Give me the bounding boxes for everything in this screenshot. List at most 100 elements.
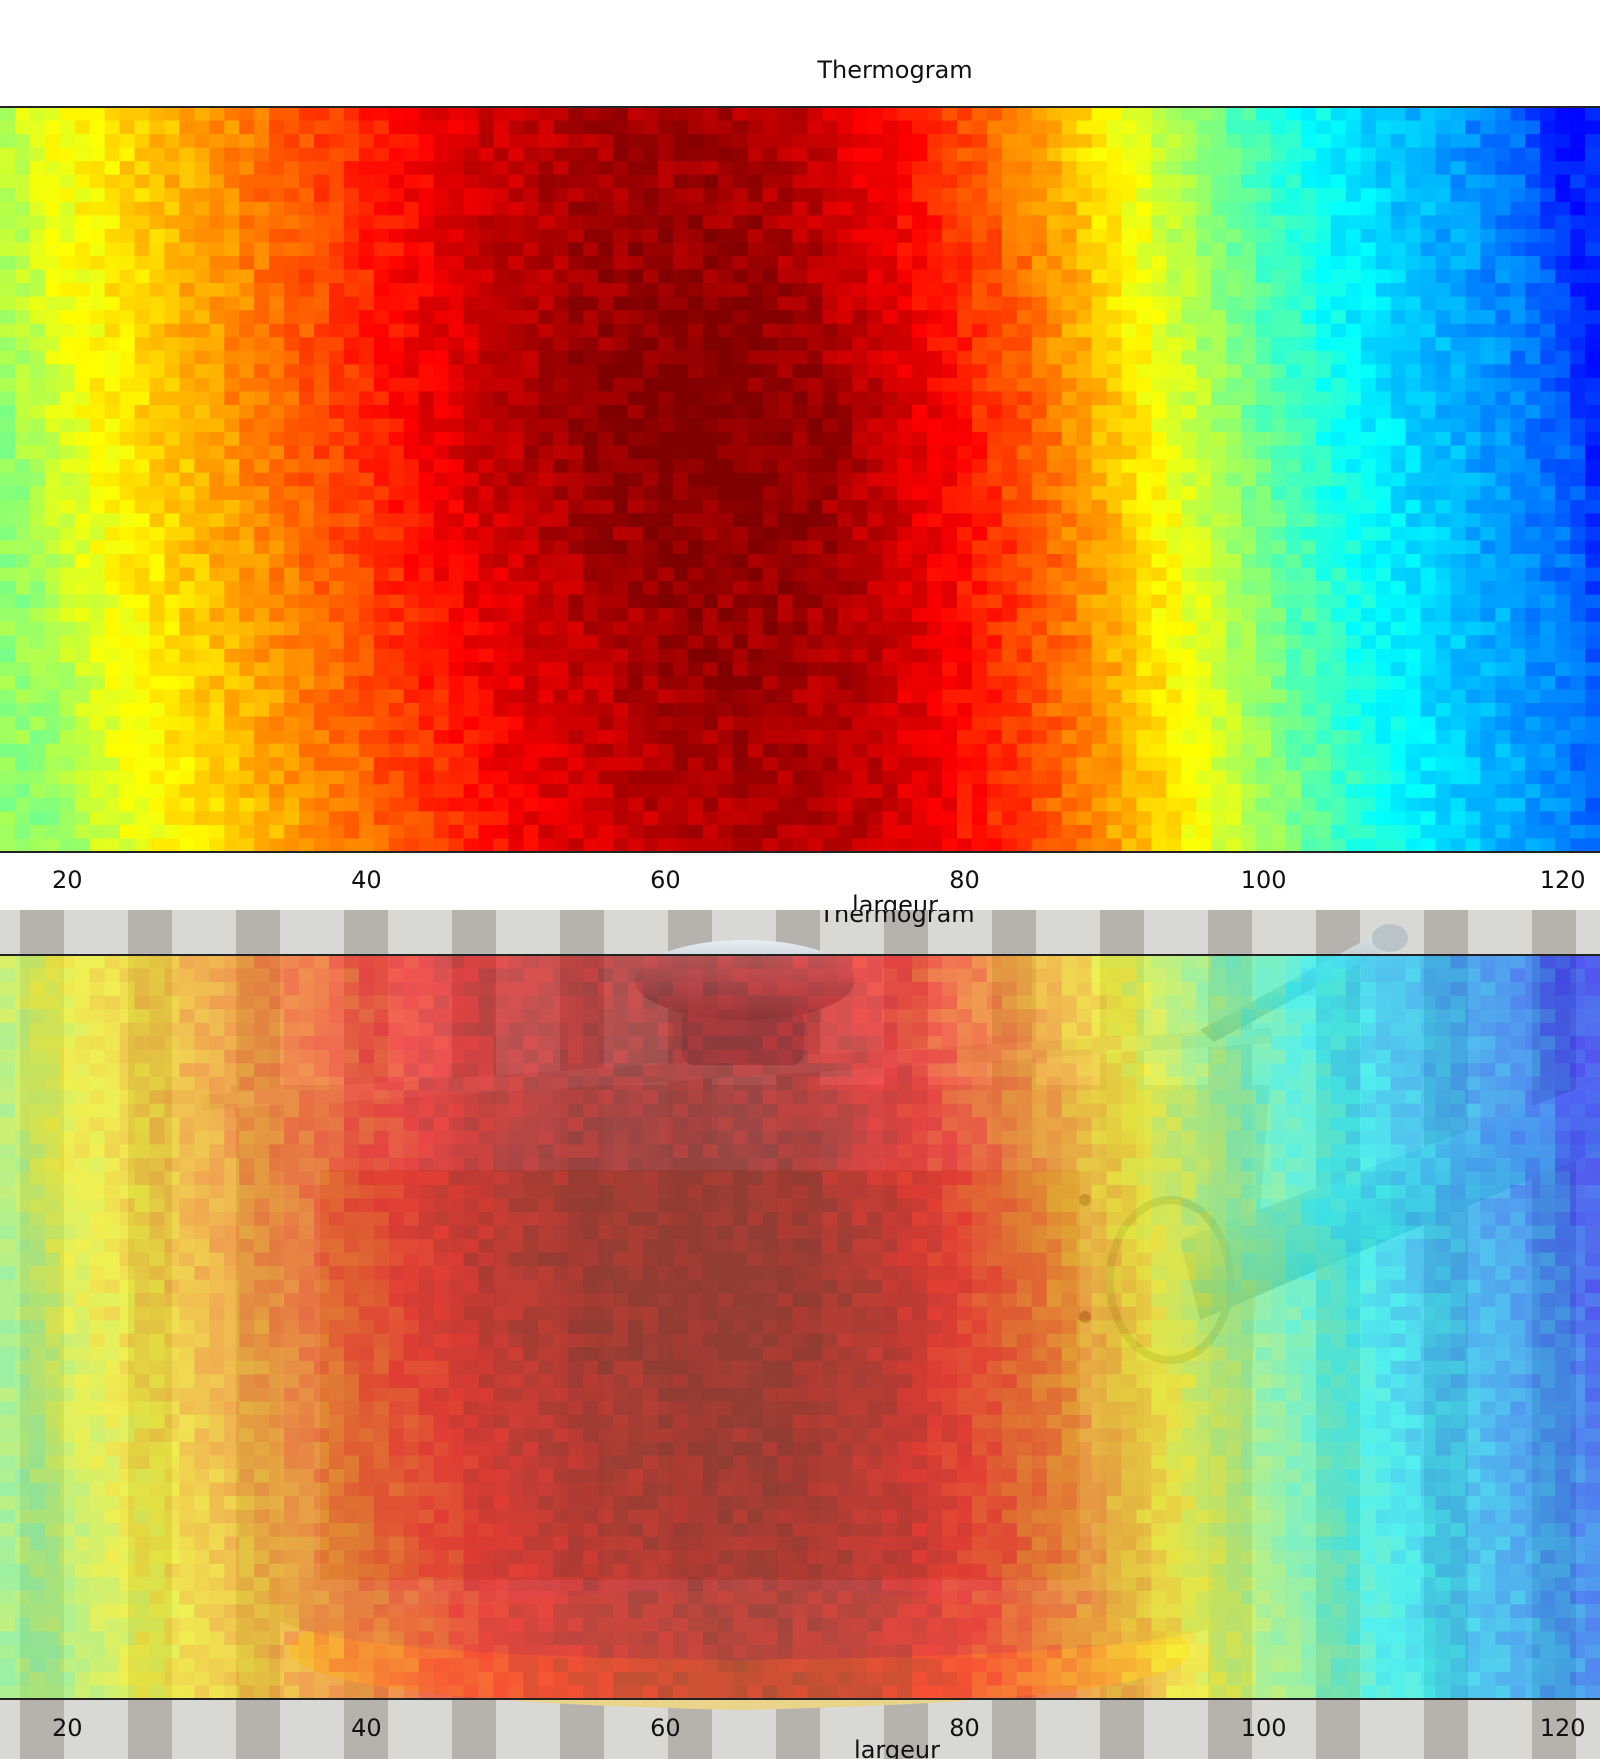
- heatmap-cell: [927, 242, 943, 257]
- heatmap-cell: [388, 648, 405, 663]
- heatmap-cell: [583, 486, 599, 501]
- heatmap-cell: [1420, 256, 1437, 271]
- heatmap-cell: [538, 256, 554, 271]
- heatmap-cell: [134, 513, 151, 528]
- heatmap-cell: [29, 648, 46, 663]
- heatmap-cell: [1495, 310, 1511, 325]
- heatmap-cell: [598, 147, 614, 162]
- heatmap-cell: [762, 418, 779, 433]
- heatmap-cell: [478, 242, 495, 257]
- heatmap-cell: [1061, 364, 1078, 379]
- heatmap-cell: [986, 296, 1003, 311]
- heatmap-cell: [239, 418, 255, 433]
- heatmap-cell: [538, 283, 554, 298]
- heatmap-cell: [224, 161, 240, 176]
- heatmap-cell: [912, 147, 928, 162]
- heatmap-cell: [209, 554, 225, 569]
- heatmap-cell: [1360, 310, 1377, 325]
- heatmap-cell: [1151, 188, 1167, 203]
- heatmap-cell: [568, 662, 584, 677]
- heatmap-cell: [1046, 228, 1063, 244]
- heatmap-cell: [1585, 283, 1600, 298]
- heatmap-cell: [882, 134, 898, 149]
- heatmap-cell: [0, 215, 16, 230]
- heatmap-cell: [1241, 120, 1257, 135]
- heatmap-cell: [1016, 432, 1033, 447]
- heatmap-cell: [403, 120, 420, 135]
- heatmap-cell: [418, 716, 435, 731]
- heatmap-cell: [1271, 174, 1287, 189]
- heatmap-cell: [254, 283, 270, 298]
- heatmap-cell: [702, 350, 719, 365]
- heatmap-cell: [732, 540, 749, 555]
- heatmap-cell: [433, 161, 450, 176]
- heatmap-cell: [1495, 648, 1511, 663]
- heatmap-cell: [702, 675, 719, 691]
- heatmap-cell: [657, 188, 674, 203]
- heatmap-cell: [373, 648, 390, 663]
- heatmap-cell: [1330, 608, 1347, 623]
- heatmap-cell: [1555, 323, 1571, 338]
- heatmap-cell: [1465, 283, 1481, 298]
- heatmap-cell: [1510, 567, 1526, 582]
- heatmap-cell: [1076, 107, 1093, 122]
- heatmap-cell: [1525, 486, 1541, 501]
- heatmap-cell: [1166, 554, 1182, 569]
- heatmap-cell: [373, 486, 390, 501]
- heatmap-cell: [927, 228, 943, 244]
- heatmap-cell: [328, 432, 345, 447]
- heatmap-cell: [1241, 689, 1257, 704]
- heatmap-cell: [1525, 188, 1541, 203]
- heatmap-cell: [59, 161, 76, 176]
- heatmap-cell: [74, 635, 91, 650]
- heatmap-cell: [14, 337, 31, 352]
- heatmap-cell: [1016, 323, 1033, 338]
- heatmap-cell: [1271, 689, 1287, 704]
- heatmap-cell: [44, 418, 61, 433]
- heatmap-cell: [224, 174, 240, 189]
- heatmap-cell: [284, 147, 300, 162]
- heatmap-cell: [1390, 432, 1407, 447]
- heatmap-cell: [1510, 201, 1526, 216]
- heatmap-cell: [1540, 594, 1556, 609]
- heatmap-cell: [254, 675, 270, 691]
- heatmap-cell: [1181, 675, 1197, 691]
- heatmap-cell: [657, 594, 674, 609]
- heatmap-cell: [1300, 621, 1317, 636]
- heatmap-cell: [1555, 540, 1571, 555]
- heatmap-cell: [269, 256, 285, 271]
- heatmap-cell: [433, 242, 450, 257]
- heatmap-cell: [1450, 445, 1467, 460]
- heatmap-cell: [1495, 242, 1511, 257]
- heatmap-cell: [1360, 526, 1377, 542]
- heatmap-cell: [1585, 418, 1600, 433]
- heatmap-cell: [149, 174, 166, 189]
- heatmap-cell: [299, 391, 315, 406]
- heatmap-cell: [89, 716, 106, 731]
- heatmap-cell: [254, 499, 270, 514]
- heatmap-cell: [194, 418, 210, 433]
- heatmap-cell: [1271, 310, 1287, 325]
- heatmap-cell: [104, 716, 121, 731]
- heatmap-cell: [373, 201, 390, 216]
- heatmap-cell: [299, 350, 315, 365]
- heatmap-cell: [1495, 215, 1511, 230]
- heatmap-cell: [598, 459, 614, 474]
- heatmap-cell: [672, 174, 689, 189]
- heatmap-cell: [523, 228, 539, 244]
- heatmap-cell: [493, 513, 510, 528]
- heatmap-cell: [882, 323, 898, 338]
- heatmap-cell: [986, 486, 1003, 501]
- heatmap-cell: [672, 120, 689, 135]
- heatmap-cell: [1345, 608, 1362, 623]
- heatmap-cell: [239, 337, 255, 352]
- heatmap-cell: [418, 703, 435, 718]
- heatmap-cell: [284, 405, 300, 420]
- heatmap-cell: [1121, 554, 1138, 569]
- heatmap-cell: [149, 120, 166, 135]
- heatmap-cell: [1136, 689, 1152, 704]
- heatmap-cell: [1016, 648, 1033, 663]
- heatmap-cell: [179, 432, 195, 447]
- heatmap-cell: [373, 594, 390, 609]
- heatmap-cell: [672, 581, 689, 596]
